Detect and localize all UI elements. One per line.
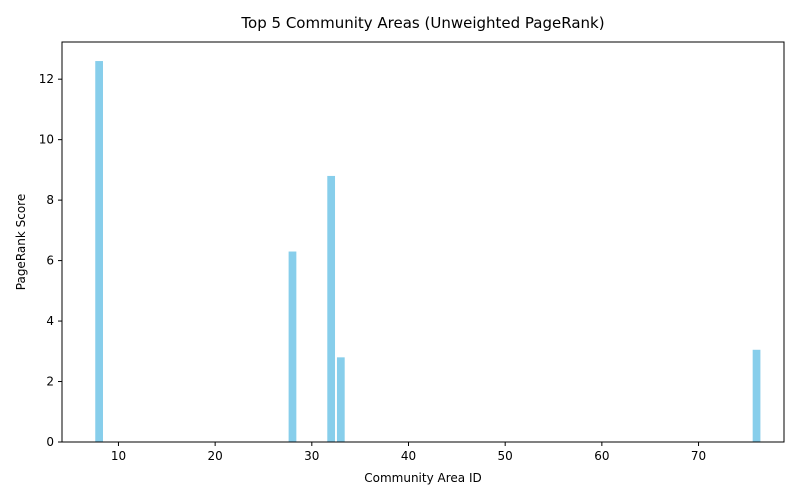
y-axis-label: PageRank Score bbox=[14, 194, 28, 290]
y-axis-ticks: 0 2 4 6 8 10 12 bbox=[39, 72, 62, 449]
y-tick-label: 10 bbox=[39, 133, 54, 147]
chart-title: Top 5 Community Areas (Unweighted PageRa… bbox=[240, 14, 604, 32]
y-tick-label: 4 bbox=[46, 314, 54, 328]
x-axis-label: Community Area ID bbox=[364, 471, 481, 485]
x-tick-label: 50 bbox=[498, 449, 513, 463]
plot-frame bbox=[61, 41, 785, 443]
x-tick-label: 30 bbox=[304, 449, 319, 463]
bar-area-28 bbox=[288, 251, 297, 442]
bar-area-76 bbox=[752, 349, 761, 442]
x-tick-label: 40 bbox=[401, 449, 416, 463]
x-tick-label: 20 bbox=[207, 449, 222, 463]
y-tick-label: 8 bbox=[46, 193, 54, 207]
x-axis-ticks: 10 20 30 40 50 60 70 bbox=[111, 442, 706, 463]
y-tick-label: 12 bbox=[39, 72, 54, 86]
y-tick-label: 6 bbox=[46, 254, 54, 268]
bars-group bbox=[95, 61, 761, 443]
bar-area-8 bbox=[95, 61, 103, 443]
x-tick-label: 10 bbox=[111, 449, 126, 463]
x-tick-label: 60 bbox=[594, 449, 609, 463]
x-tick-label: 70 bbox=[691, 449, 706, 463]
y-tick-label: 2 bbox=[46, 375, 54, 389]
y-tick-label: 0 bbox=[46, 435, 54, 449]
bar-area-32 bbox=[327, 175, 336, 442]
bar-area-33 bbox=[336, 357, 345, 442]
